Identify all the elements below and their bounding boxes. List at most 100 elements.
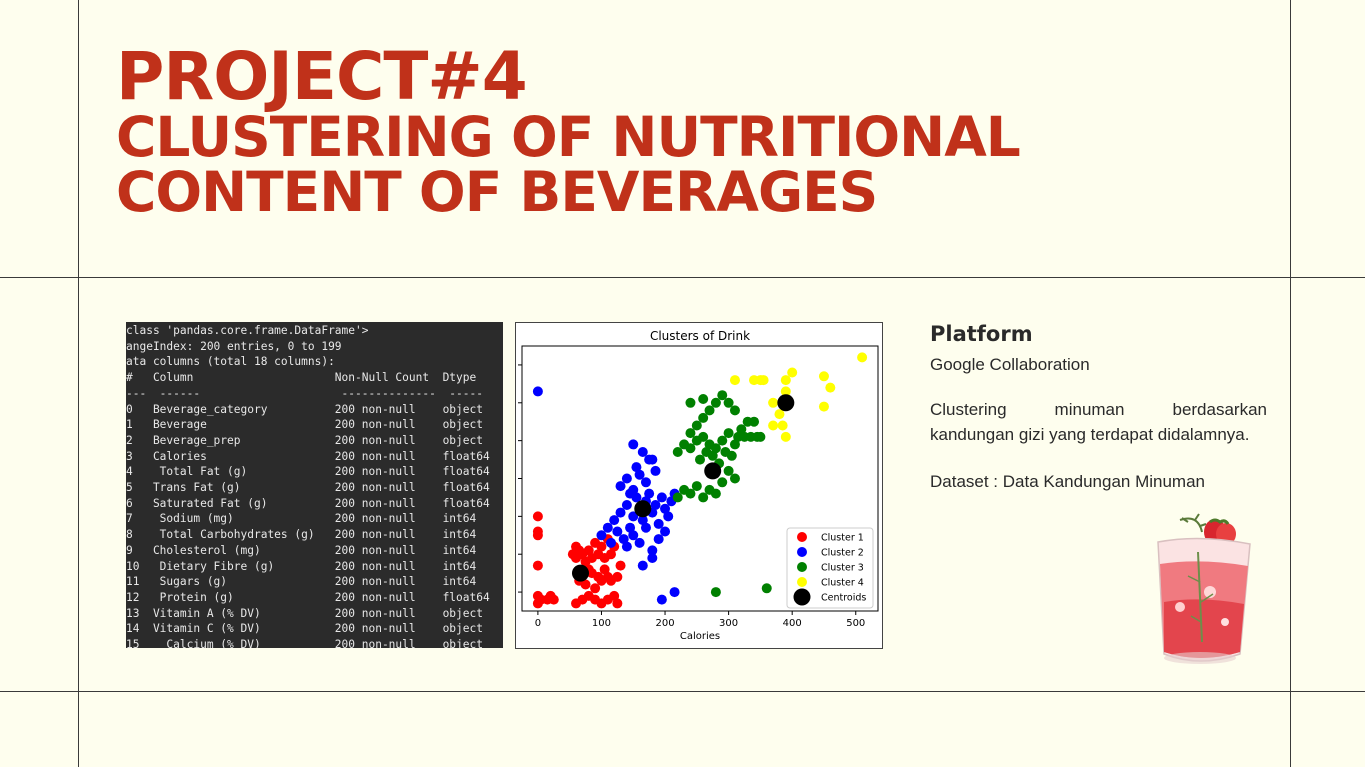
data-point-cluster-4 <box>780 375 791 386</box>
data-point-cluster-4 <box>729 375 740 386</box>
data-point-cluster-3 <box>685 397 696 408</box>
data-point-cluster-3 <box>710 488 721 499</box>
console-output: class 'pandas.core.frame.DataFrame'> ange… <box>126 322 503 648</box>
data-point-cluster-2 <box>621 541 632 552</box>
data-point-cluster-2 <box>660 503 671 514</box>
data-point-cluster-3 <box>710 397 721 408</box>
console-line: 10 Dietary Fibre (g) 200 non-null int64 <box>126 559 477 573</box>
legend-marker <box>797 547 807 557</box>
data-point-cluster-2 <box>612 526 623 537</box>
data-point-cluster-3 <box>685 443 696 454</box>
data-point-cluster-3 <box>691 420 702 431</box>
project-description: Clustering minuman berdasarkan kandungan… <box>930 400 1267 444</box>
data-point-centroids <box>571 564 589 582</box>
data-point-cluster-3 <box>761 583 772 594</box>
data-point-cluster-3 <box>704 405 715 416</box>
data-point-cluster-2 <box>656 492 667 503</box>
data-point-cluster-4 <box>774 409 785 420</box>
data-point-cluster-2 <box>621 500 632 510</box>
data-point-cluster-1 <box>590 583 601 594</box>
project-subtitle-line2: CONTENT OF BEVERAGES <box>116 160 878 224</box>
cluster-scatter-plot: Clusters of Drink 0 100 200 300 400 500 Calorie… <box>518 329 879 642</box>
data-point-cluster-1 <box>532 526 543 537</box>
strawberry-drink-illustration <box>1140 512 1260 672</box>
data-point-cluster-3 <box>695 454 705 465</box>
x-tick-label: 100 <box>592 618 611 629</box>
platform-heading: Platform <box>930 322 1033 346</box>
data-point-cluster-1 <box>612 598 623 609</box>
data-point-cluster-1 <box>602 571 613 582</box>
data-point-cluster-3 <box>707 450 718 461</box>
data-point-cluster-4 <box>787 367 798 378</box>
x-tick-label: 500 <box>846 618 865 629</box>
legend-label: Cluster 3 <box>821 563 864 574</box>
console-line: 14 Vitamin C (% DV) 200 non-null object <box>126 622 483 636</box>
platform-value: Google Collaboration <box>930 355 1090 374</box>
x-tick-label: 0 <box>535 618 541 629</box>
console-line: 5 Trans Fat (g) 200 non-null float64 <box>126 481 490 495</box>
console-line: 1 Beverage 200 non-null object <box>126 418 483 432</box>
chart-title: Clusters of Drink <box>650 329 750 343</box>
data-point-cluster-3 <box>698 412 709 423</box>
data-point-cluster-4 <box>768 397 779 408</box>
console-line: 6 Saturated Fat (g) 200 non-null float64 <box>126 496 490 510</box>
data-point-cluster-3 <box>729 405 740 416</box>
data-point-cluster-2 <box>656 594 667 605</box>
project-title: PROJECT#4 <box>116 38 528 115</box>
console-line: 4 Total Fat (g) 200 non-null float64 <box>126 465 490 479</box>
legend-label: Cluster 1 <box>821 533 864 544</box>
x-tick-label: 300 <box>719 618 738 629</box>
divider-top <box>0 277 1365 278</box>
data-point-cluster-1 <box>596 541 607 552</box>
data-point-cluster-3 <box>672 447 683 457</box>
data-point-cluster-3 <box>672 492 683 503</box>
data-point-cluster-1 <box>583 545 594 556</box>
legend-marker <box>797 577 807 587</box>
data-point-cluster-2 <box>653 534 664 545</box>
data-point-cluster-3 <box>755 431 766 442</box>
project-subtitle-line1: CLUSTERING OF NUTRITIONAL <box>116 105 1021 169</box>
data-point-cluster-2 <box>647 545 658 556</box>
data-point-cluster-1 <box>548 594 559 605</box>
divider-left <box>78 0 79 767</box>
data-point-cluster-3 <box>685 488 696 499</box>
data-point-cluster-2 <box>618 534 629 545</box>
data-point-cluster-4 <box>818 371 829 382</box>
data-point-cluster-3 <box>698 431 709 442</box>
data-point-cluster-2 <box>660 526 671 537</box>
console-line: 13 Vitamin A (% DV) 200 non-null object <box>126 606 483 620</box>
data-point-cluster-3 <box>717 477 728 488</box>
data-point-cluster-2 <box>647 454 658 465</box>
data-point-cluster-3 <box>726 450 737 461</box>
divider-bottom <box>0 691 1365 692</box>
data-point-cluster-4 <box>825 382 836 393</box>
data-point-cluster-2 <box>653 518 664 529</box>
data-point-cluster-4 <box>777 420 788 431</box>
divider-right <box>1290 0 1291 767</box>
data-point-cluster-2 <box>663 511 674 522</box>
data-point-cluster-3 <box>717 435 728 446</box>
console-line: 7 Sodium (mg) 200 non-null int64 <box>126 512 477 526</box>
data-point-cluster-2 <box>637 560 648 571</box>
data-point-cluster-1 <box>599 564 610 575</box>
console-line: --- ------ -------------- ----- <box>126 386 483 400</box>
data-point-cluster-2 <box>621 473 632 484</box>
data-point-cluster-4 <box>768 420 779 431</box>
legend-marker <box>797 532 807 542</box>
console-line: ata columns (total 18 columns): <box>126 355 335 369</box>
legend-label: Cluster 4 <box>821 578 864 589</box>
data-point-cluster-1 <box>532 560 543 571</box>
data-point-cluster-3 <box>698 394 709 404</box>
data-point-cluster-2 <box>625 488 636 499</box>
cluster-chart: Clusters of Drink 0 100 200 300 400 500 Calorie… <box>515 322 883 649</box>
data-point-cluster-1 <box>609 590 620 601</box>
data-point-cluster-2 <box>631 462 642 473</box>
data-point-cluster-3 <box>729 473 740 484</box>
dataframe-info-console: class 'pandas.core.frame.DataFrame'> ange… <box>126 322 503 648</box>
data-point-cluster-3 <box>736 424 747 435</box>
data-point-cluster-2 <box>640 522 651 533</box>
dataset-info: Dataset : Data Kandungan Minuman <box>930 472 1206 491</box>
console-line: 9 Cholesterol (mg) 200 non-null int64 <box>126 543 477 557</box>
legend-marker <box>793 588 811 606</box>
console-line: 3 Calories 200 non-null float64 <box>126 449 490 463</box>
